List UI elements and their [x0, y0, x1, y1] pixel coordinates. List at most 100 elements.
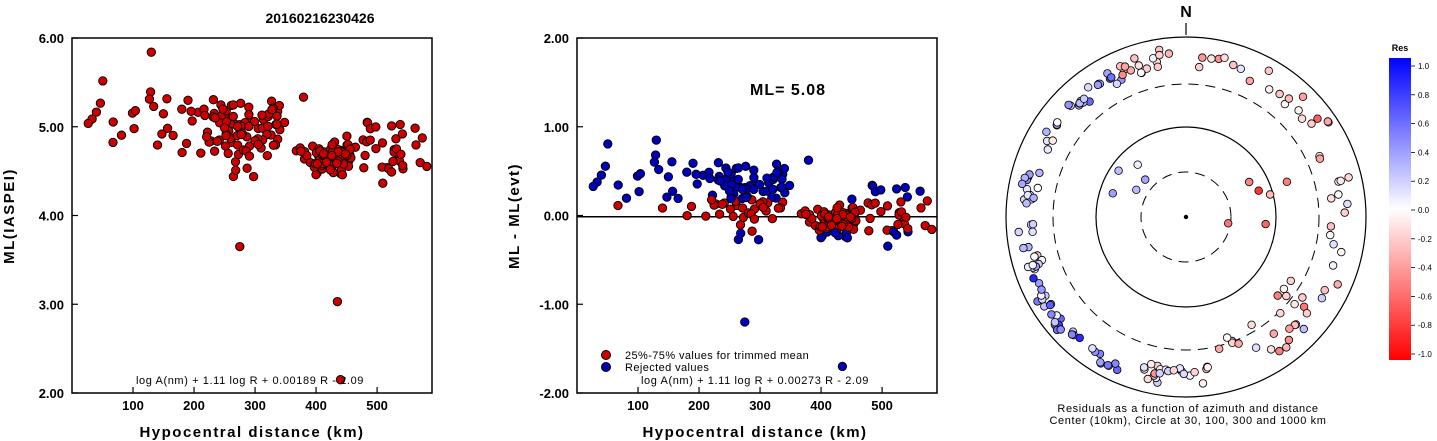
rejected-point: [715, 176, 725, 186]
station-residual-point: [1273, 291, 1282, 300]
legend-rejected-label: Rejected values: [625, 362, 709, 374]
station-point: [223, 148, 233, 159]
rejected-point: [621, 193, 632, 203]
azimuth-residual-points: [1014, 45, 1353, 388]
rejected-point: [662, 192, 672, 202]
station-point: [130, 106, 141, 116]
station-residual-point: [1139, 363, 1149, 372]
rejected-point: [847, 194, 857, 204]
rejected-point: [830, 228, 840, 238]
station-point: [267, 104, 277, 115]
trimmed-point: [706, 195, 717, 205]
trimmed-point: [717, 199, 727, 209]
station-point: [311, 170, 321, 180]
x-tick-label: 200: [183, 398, 205, 413]
rejected-point: [753, 235, 764, 245]
station-residual-point: [1236, 64, 1245, 73]
trimmed-point: [749, 214, 760, 224]
trimmed-point: [701, 211, 711, 221]
station-residual-point: [1344, 173, 1353, 182]
station-residual-point: [1251, 343, 1261, 352]
station-point: [158, 109, 169, 119]
station-residual-point: [1282, 343, 1291, 352]
station-point: [388, 156, 398, 167]
rejected-point: [837, 361, 848, 372]
station-residual-point: [1245, 76, 1254, 86]
station-residual-point: [1264, 66, 1273, 75]
station-residual-point: [1146, 360, 1156, 369]
station-point: [422, 161, 432, 172]
station-point: [212, 136, 222, 146]
station-residual-point: [1155, 50, 1164, 60]
station-residual-point: [1093, 80, 1103, 90]
ml-residual-points: [588, 135, 937, 372]
rejected-point: [883, 241, 893, 251]
station-residual-point: [1333, 280, 1342, 289]
station-residual-point: [1014, 227, 1023, 237]
trimmed-point: [613, 200, 623, 211]
station-point: [263, 121, 273, 131]
station-residual-point: [1326, 194, 1336, 203]
station-residual-point: [1340, 208, 1349, 217]
trimmed-point: [903, 223, 913, 234]
station-point: [411, 140, 421, 150]
station-point: [108, 117, 118, 127]
y-tick-label: 2.00: [544, 31, 569, 46]
station-residual-point: [1056, 325, 1065, 334]
station-residual-point: [1083, 83, 1093, 92]
rejected-point: [733, 163, 744, 173]
colorbar-gradient: [1389, 58, 1411, 360]
rejected-point: [688, 158, 698, 168]
legend-rejected-marker: [601, 362, 611, 372]
station-point: [396, 149, 406, 159]
y-tick-label: 4.00: [39, 209, 64, 224]
station-point: [91, 107, 102, 117]
x-tick-label: 500: [366, 398, 388, 413]
station-residual-point: [1222, 333, 1232, 342]
station-residual-point: [1294, 106, 1303, 115]
station-point: [177, 147, 187, 158]
ring-300km: [1052, 83, 1320, 351]
rejected-point: [663, 172, 674, 182]
station-residual-point: [1042, 127, 1051, 136]
x-tick-label: 400: [810, 398, 832, 413]
rejected-point: [596, 170, 607, 180]
station-point: [332, 296, 343, 307]
rejected-point: [613, 180, 623, 190]
trimmed-point: [657, 203, 668, 213]
colorbar-tick-label: -0.4: [1418, 264, 1432, 273]
station-residual-point: [1337, 247, 1346, 257]
colorbar-tick-label: -1.0: [1418, 350, 1432, 359]
station-point: [228, 111, 238, 122]
trimmed-point: [865, 213, 875, 224]
station-point: [129, 123, 139, 134]
station-point: [377, 138, 388, 148]
station-residual-point: [1269, 329, 1278, 338]
station-residual-point: [1120, 62, 1130, 71]
station-point: [371, 122, 381, 132]
trimmed-point: [916, 203, 926, 213]
trimmed-point: [870, 198, 880, 208]
station-point: [257, 110, 267, 120]
station-residual-point: [1282, 291, 1291, 301]
station-residual-point: [1107, 73, 1116, 82]
ml-iaspei-points: [83, 47, 432, 385]
station-point: [395, 119, 405, 130]
station-point: [397, 129, 408, 139]
station-point: [221, 131, 231, 141]
trimmed-point: [773, 203, 784, 213]
station-point: [365, 135, 375, 145]
station-residual-point: [1325, 230, 1335, 240]
ml-iaspei-plot-frame: [71, 37, 433, 394]
station-point: [327, 140, 337, 150]
epicenter-dot: [1183, 214, 1189, 220]
rejected-point: [842, 233, 853, 243]
station-residual-point: [1029, 193, 1038, 203]
station-point: [312, 159, 322, 169]
station-residual-point: [1290, 300, 1299, 309]
trimmed-point: [682, 210, 692, 221]
station-point: [144, 94, 155, 104]
station-residual-point: [1096, 358, 1105, 367]
ml-event-annotation: ML= 5.08: [750, 82, 826, 99]
